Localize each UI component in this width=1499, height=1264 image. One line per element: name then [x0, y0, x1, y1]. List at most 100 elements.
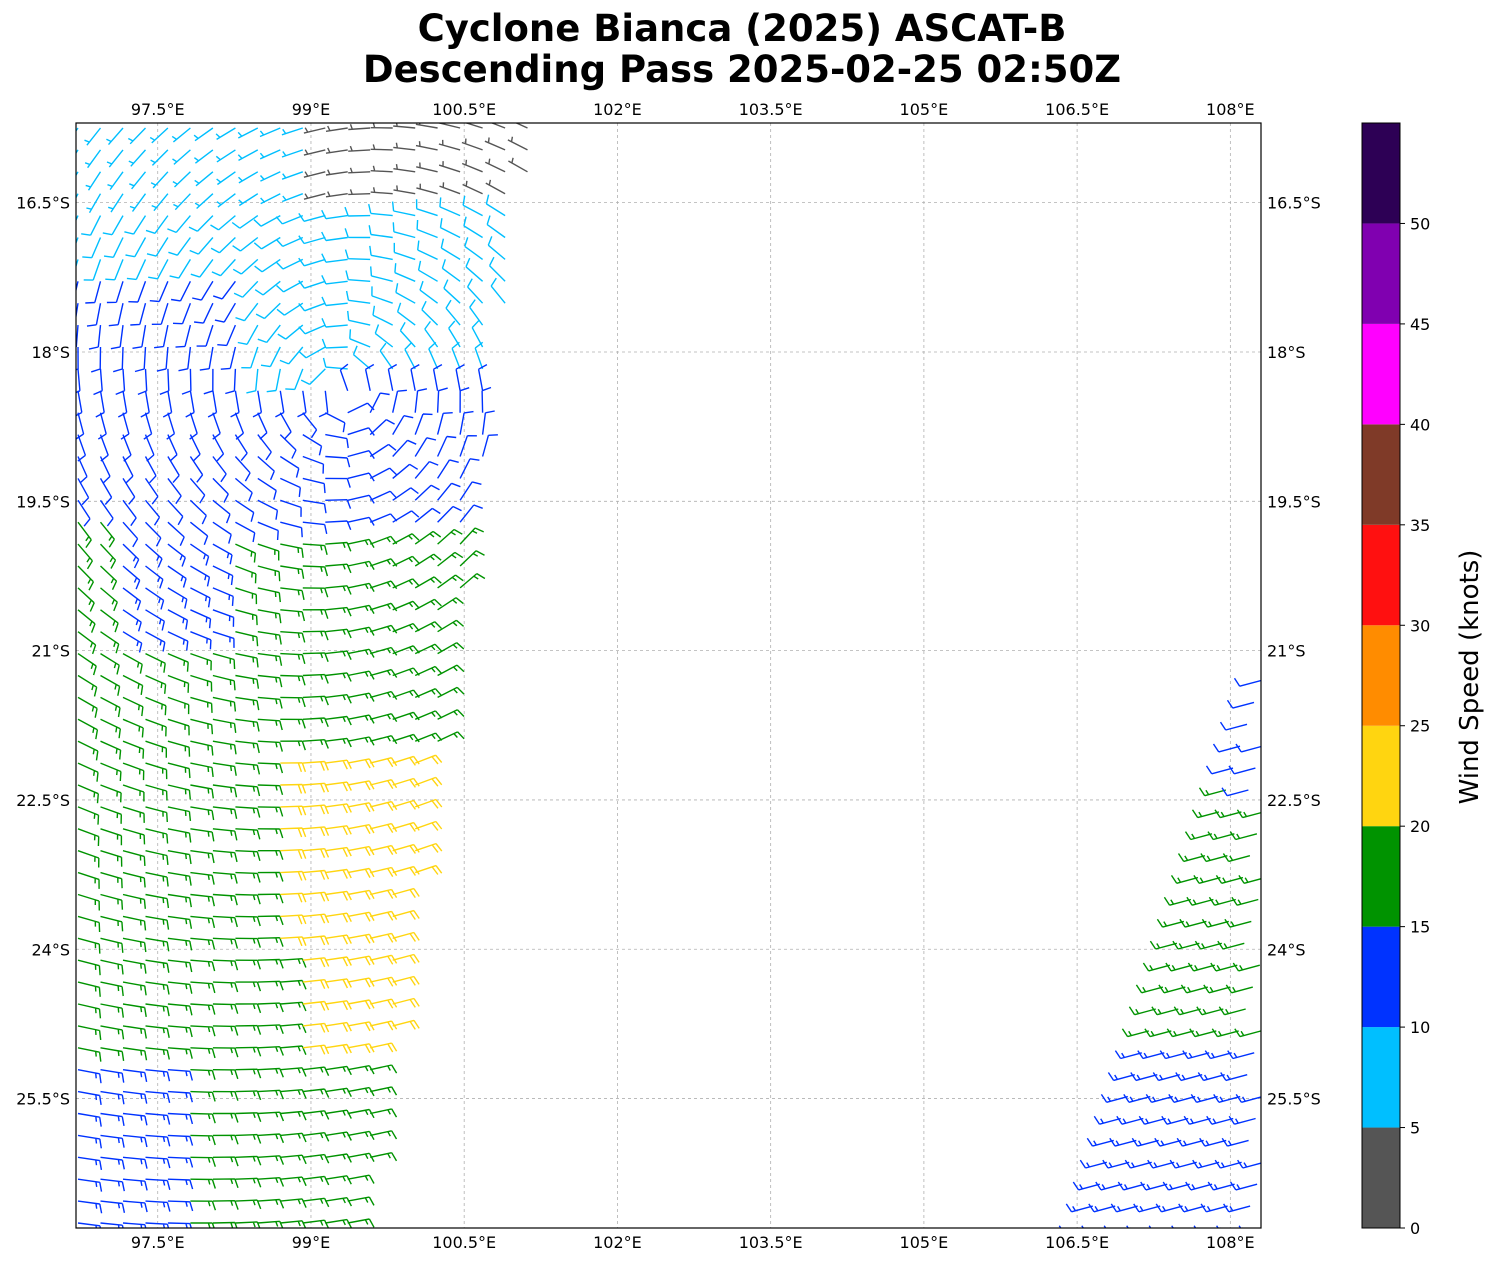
colorbar-tick-label-8: 40 [1410, 415, 1430, 434]
wind-barb-89 [188, 215, 214, 232]
wind-barb-453 [347, 626, 375, 636]
wind-barb-972 [1088, 1203, 1116, 1213]
wind-barb-319 [144, 478, 159, 505]
wind-barb-2 [106, 127, 124, 146]
wind-barb-516 [235, 718, 260, 732]
wind-barb-286 [257, 434, 272, 461]
wind-barb-599 [257, 828, 284, 839]
wind-barb-617 [302, 848, 330, 858]
wind-barb-35 [370, 144, 393, 151]
wind-barb-93 [275, 214, 304, 225]
wind-barb-297 [77, 456, 88, 484]
wind-barb-557 [392, 755, 420, 766]
wind-barb-567 [257, 784, 284, 795]
wind-barb-244 [162, 390, 173, 418]
wind-barb-713 [392, 975, 420, 986]
wind-barb-36 [393, 142, 416, 151]
wind-barb-264 [189, 412, 198, 440]
wind-barb-987 [1238, 1225, 1247, 1228]
wind-barb-327 [325, 477, 351, 488]
wind-barb-270 [324, 412, 346, 433]
wind-barb-494 [122, 696, 144, 717]
wind-barb-55 [348, 167, 371, 174]
wind-barb-935 [1123, 1094, 1151, 1103]
wind-barb-179 [419, 280, 439, 304]
wind-barb-294 [436, 412, 453, 435]
wind-barb-158 [394, 263, 416, 282]
wind-barb-702 [145, 981, 170, 995]
wind-barb-545 [122, 762, 145, 781]
wind-barb-209 [220, 346, 237, 370]
wind-barb-274 [414, 388, 428, 413]
wind-barb-131 [232, 258, 259, 275]
wind-barb-694 [302, 957, 330, 968]
wind-barb-748 [167, 1047, 193, 1059]
wind-barb-30 [259, 149, 281, 160]
wind-barb-69 [194, 193, 214, 210]
lon-tick-label-top-4: 103.5°E [739, 100, 803, 119]
wind-barb-619 [347, 845, 375, 857]
wind-barb-338 [167, 499, 184, 526]
wind-barb-273 [392, 389, 407, 413]
wind-barb-565 [212, 784, 238, 798]
wind-barb-855 [100, 1222, 124, 1228]
wind-barb-497 [190, 696, 213, 713]
wind-barb-822 [257, 1155, 285, 1165]
wind-barb-615 [257, 850, 284, 860]
wind-barb-933 [1220, 1072, 1248, 1082]
wind-barb-154 [298, 280, 326, 289]
wind-barb-596 [190, 828, 215, 842]
colorbar-frame [1361, 122, 1401, 1229]
wind-barb-950 [1131, 1137, 1159, 1147]
wind-barb-84 [81, 215, 102, 236]
wind-barb-301 [167, 456, 180, 484]
wind-barb-503 [325, 694, 352, 704]
wind-barb-108 [168, 237, 191, 256]
wind-barb-550 [235, 762, 261, 775]
wind-barb-729 [77, 1025, 102, 1040]
wind-barb-831 [145, 1178, 171, 1190]
wind-barb-474 [437, 642, 465, 655]
wind-barb-334 [77, 499, 91, 527]
wind-barb-524 [414, 710, 443, 720]
wind-barb-646 [235, 893, 261, 905]
colorbar-tick-label-6: 30 [1410, 616, 1430, 635]
wind-barb-801 [100, 1134, 125, 1148]
wind-barb-145 [106, 281, 124, 304]
wind-barb-469 [325, 650, 352, 660]
wind-barb-593 [122, 828, 146, 845]
wind-barb-845 [167, 1200, 194, 1212]
wind-barb-927 [1227, 1050, 1255, 1060]
wind-barb-449 [257, 631, 282, 645]
wind-barb-337 [144, 499, 161, 526]
wind-barb-843 [122, 1200, 148, 1213]
wind-barb-33 [325, 147, 348, 154]
wind-barb-361 [280, 521, 303, 538]
wind-barb-464 [212, 652, 236, 670]
wind-barb-46 [150, 171, 169, 189]
wind-barb-598 [235, 828, 261, 840]
wind-barb-315 [481, 434, 498, 457]
wind-barb-774 [122, 1090, 148, 1104]
wind-barb-939 [1213, 1094, 1241, 1103]
wind-barb-603 [347, 824, 375, 835]
wind-barb-966 [1140, 1181, 1168, 1191]
wind-barb-717 [145, 1003, 170, 1017]
wind-barb-633 [302, 869, 330, 880]
wind-barb-875 [1221, 787, 1249, 797]
wind-barb-332 [437, 459, 459, 479]
wind-barb-19 [490, 123, 506, 129]
wind-barb-437 [369, 602, 398, 612]
wind-barb-659 [190, 915, 216, 929]
wind-barb-162 [488, 256, 506, 282]
wind-barb-255 [410, 363, 420, 391]
wind-barb-242 [117, 390, 128, 418]
wind-barb-113 [275, 236, 304, 248]
wind-barb-586 [325, 803, 352, 814]
wind-barb-833 [190, 1178, 216, 1189]
wind-barb-894 [1179, 918, 1207, 928]
wind-barb-483 [257, 674, 283, 688]
wind-barb-429 [190, 609, 212, 629]
wind-barb-657 [145, 915, 170, 930]
